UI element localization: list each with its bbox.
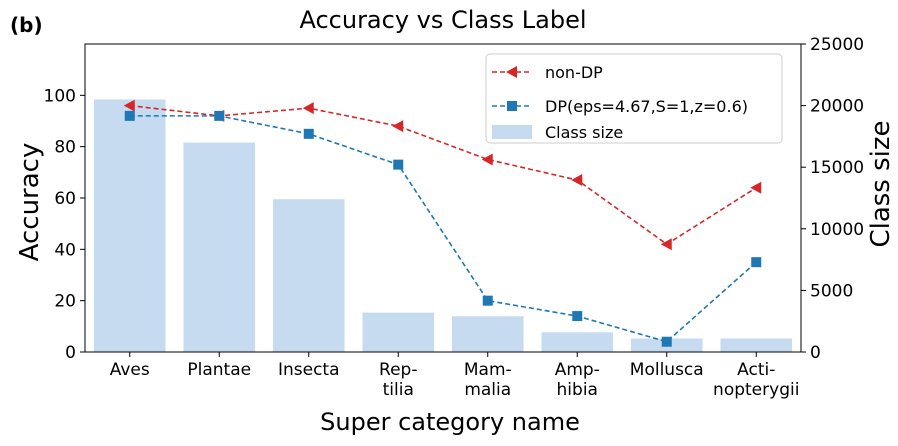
x-axis-title: Super category name [320,408,580,436]
y2-tick-label: 0 [810,343,821,363]
point-non-dp [660,238,672,251]
legend-label-non-dp: non-DP [545,63,603,82]
lines-layer [123,99,762,347]
point-non-dp [123,99,135,112]
legend-box [485,53,783,144]
bar-class-size [272,199,345,352]
y2-axis-title: Class size [866,120,896,247]
legend-marker-dp [507,101,517,111]
legend-marker-non-dp [506,66,517,78]
point-dp [303,128,314,139]
point-dp [661,336,672,347]
y-axis-title: Accuracy [15,143,45,262]
bar-class-size [541,332,614,352]
point-non-dp [571,174,583,187]
series-line-non-dp [129,104,757,246]
point-non-dp [481,153,493,166]
y-tick-label: 40 [54,240,76,260]
point-non-dp [392,120,404,133]
x-tick-label: Acti-nopterygii [713,360,799,400]
point-dp [482,295,493,306]
x-tick-label: Mam-malia [464,360,512,400]
x-tick-label: Amp-hibia [555,360,600,400]
point-dp [393,159,404,170]
y2-tick-label: 20000 [810,97,864,117]
bar-class-size [362,312,435,352]
point-dp [214,110,225,121]
y2-tick-label: 10000 [810,220,864,240]
x-tick-label: Rep-tilia [379,360,417,400]
x-tick-label: Insecta [278,360,340,380]
bar-class-size [183,142,256,352]
y-tick-label: 60 [54,189,76,209]
legend: non-DP DP(eps=4.67,S=1,z=0.6) Class size [485,53,783,144]
point-dp [572,311,583,322]
panel-label: (b) [10,13,43,37]
bar-class-size [93,99,166,352]
axes-layer: 0 20 40 60 80 100 0 5000 10000 15000 20000 25000 Ave… [44,35,865,400]
y2-tick-label: 25000 [810,35,864,55]
x-tick-label: Plantae [187,360,251,380]
point-non-dp [302,102,314,115]
y2-tick-label: 5000 [810,281,853,301]
y-tick-label: 80 [54,138,76,158]
bars-layer [93,99,793,352]
point-non-dp [750,181,762,194]
y-tick-label: 20 [54,292,76,312]
bar-class-size [720,338,793,352]
y2-tick-label: 15000 [810,158,864,178]
y-tick-label: 0 [65,343,76,363]
y-tick-label: 100 [44,86,76,106]
series-line-dp [129,115,757,343]
x-tick-label: Mollusca [630,360,704,380]
point-dp [751,257,762,268]
legend-swatch-class-size [492,125,532,139]
legend-label-class-size: Class size [545,123,623,142]
chart-title: Accuracy vs Class Label [299,6,586,34]
point-dp [124,110,135,121]
bar-class-size [451,316,524,352]
x-tick-label: Aves [110,360,150,380]
legend-label-dp: DP(eps=4.67,S=1,z=0.6) [545,97,748,116]
